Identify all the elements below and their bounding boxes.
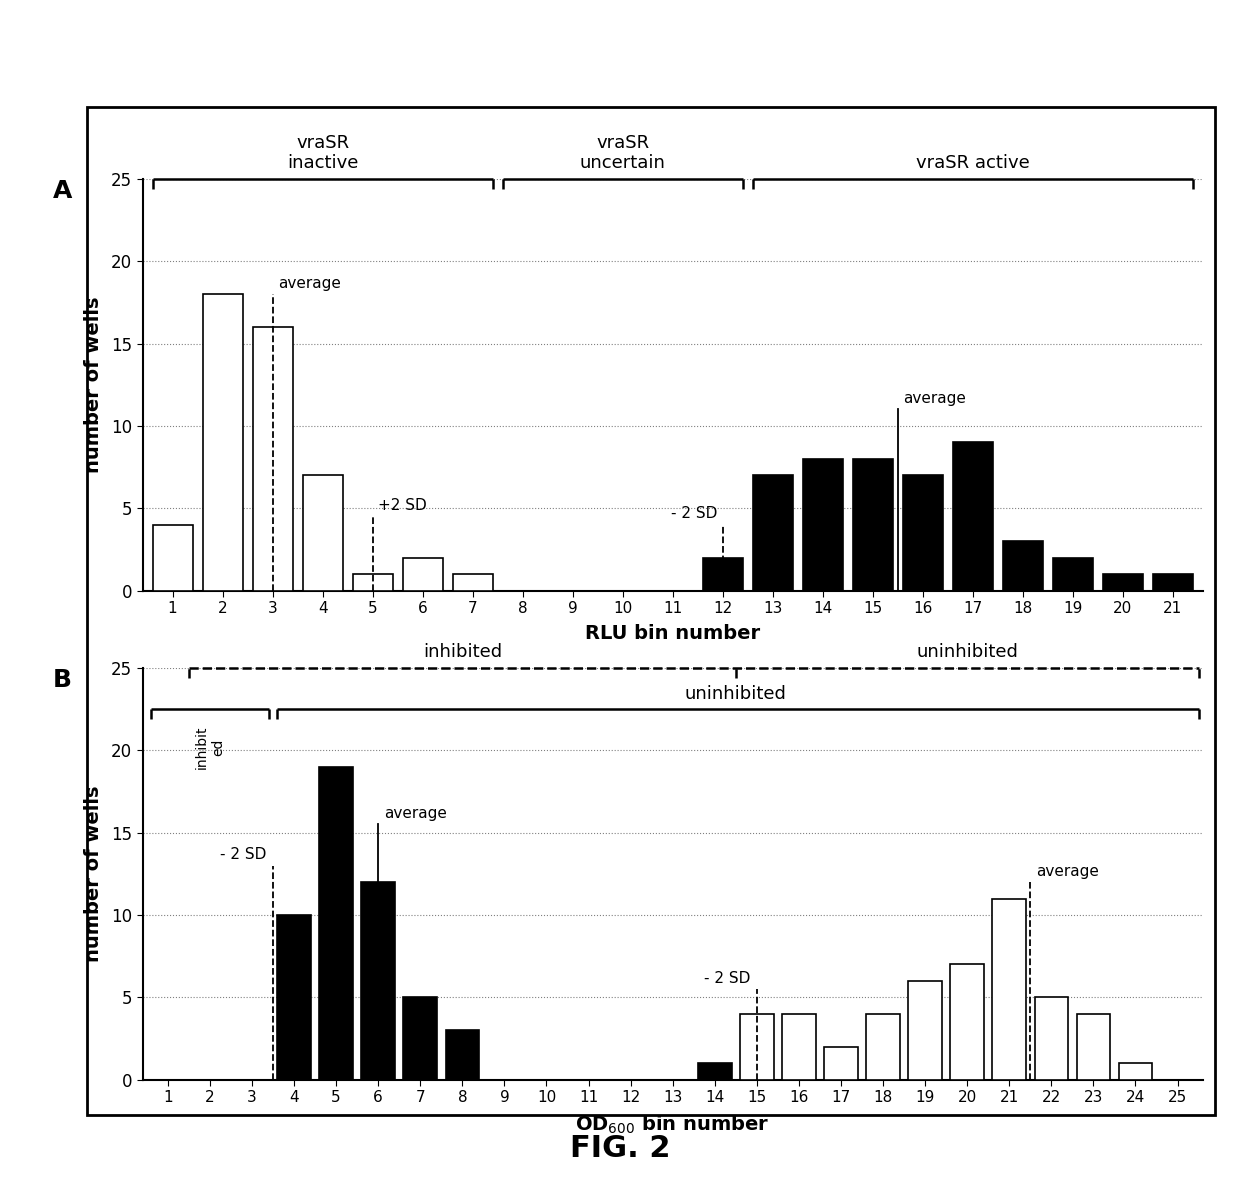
Bar [903, 475, 942, 591]
Bar [361, 882, 396, 1080]
Bar [908, 981, 942, 1080]
Bar [319, 767, 353, 1080]
Bar [403, 557, 443, 591]
Bar [1153, 574, 1193, 591]
Bar [992, 898, 1027, 1080]
Y-axis label: number of wells: number of wells [84, 786, 103, 962]
Bar [867, 1014, 900, 1080]
Text: vraSR active: vraSR active [916, 154, 1029, 172]
Text: inhibited: inhibited [423, 643, 502, 661]
Bar [403, 997, 436, 1080]
Bar [303, 475, 342, 591]
Bar [445, 1031, 479, 1080]
Text: average: average [384, 806, 448, 821]
Text: +2 SD: +2 SD [378, 499, 427, 513]
Text: average: average [903, 391, 966, 406]
Text: - 2 SD: - 2 SD [671, 506, 718, 521]
Text: - 2 SD: - 2 SD [221, 847, 267, 863]
Bar [950, 964, 985, 1080]
Bar [153, 525, 192, 591]
Bar [753, 475, 792, 591]
Text: A: A [52, 179, 72, 203]
Bar [698, 1063, 732, 1080]
Bar [703, 557, 743, 591]
Bar [853, 459, 893, 591]
Bar [278, 915, 311, 1080]
Bar [802, 459, 843, 591]
Bar [1118, 1063, 1152, 1080]
Bar [352, 574, 393, 591]
Bar [740, 1014, 774, 1080]
Bar [202, 295, 243, 591]
Text: uninhibited: uninhibited [684, 685, 786, 703]
Text: vraSR
uncertain: vraSR uncertain [580, 134, 666, 172]
Bar [1076, 1014, 1110, 1080]
Text: - 2 SD: - 2 SD [704, 971, 750, 985]
Bar [453, 574, 492, 591]
Text: average: average [278, 276, 341, 291]
Text: B: B [52, 668, 72, 692]
Text: inhibit
ed: inhibit ed [195, 725, 224, 769]
Text: average: average [1037, 864, 1100, 879]
Bar [253, 327, 293, 591]
X-axis label: RLU bin number: RLU bin number [585, 624, 760, 643]
Bar [1034, 997, 1068, 1080]
Bar [952, 443, 993, 591]
Text: FIG. 2: FIG. 2 [569, 1135, 671, 1163]
X-axis label: OD$_{600}$ bin number: OD$_{600}$ bin number [575, 1113, 770, 1136]
Bar [1102, 574, 1143, 591]
Text: vraSR
inactive: vraSR inactive [286, 134, 358, 172]
Bar [782, 1014, 816, 1080]
Y-axis label: number of wells: number of wells [84, 297, 103, 472]
Text: uninhibited: uninhibited [916, 643, 1018, 661]
Bar [1003, 542, 1043, 591]
Bar [1053, 557, 1092, 591]
Bar [825, 1046, 858, 1080]
